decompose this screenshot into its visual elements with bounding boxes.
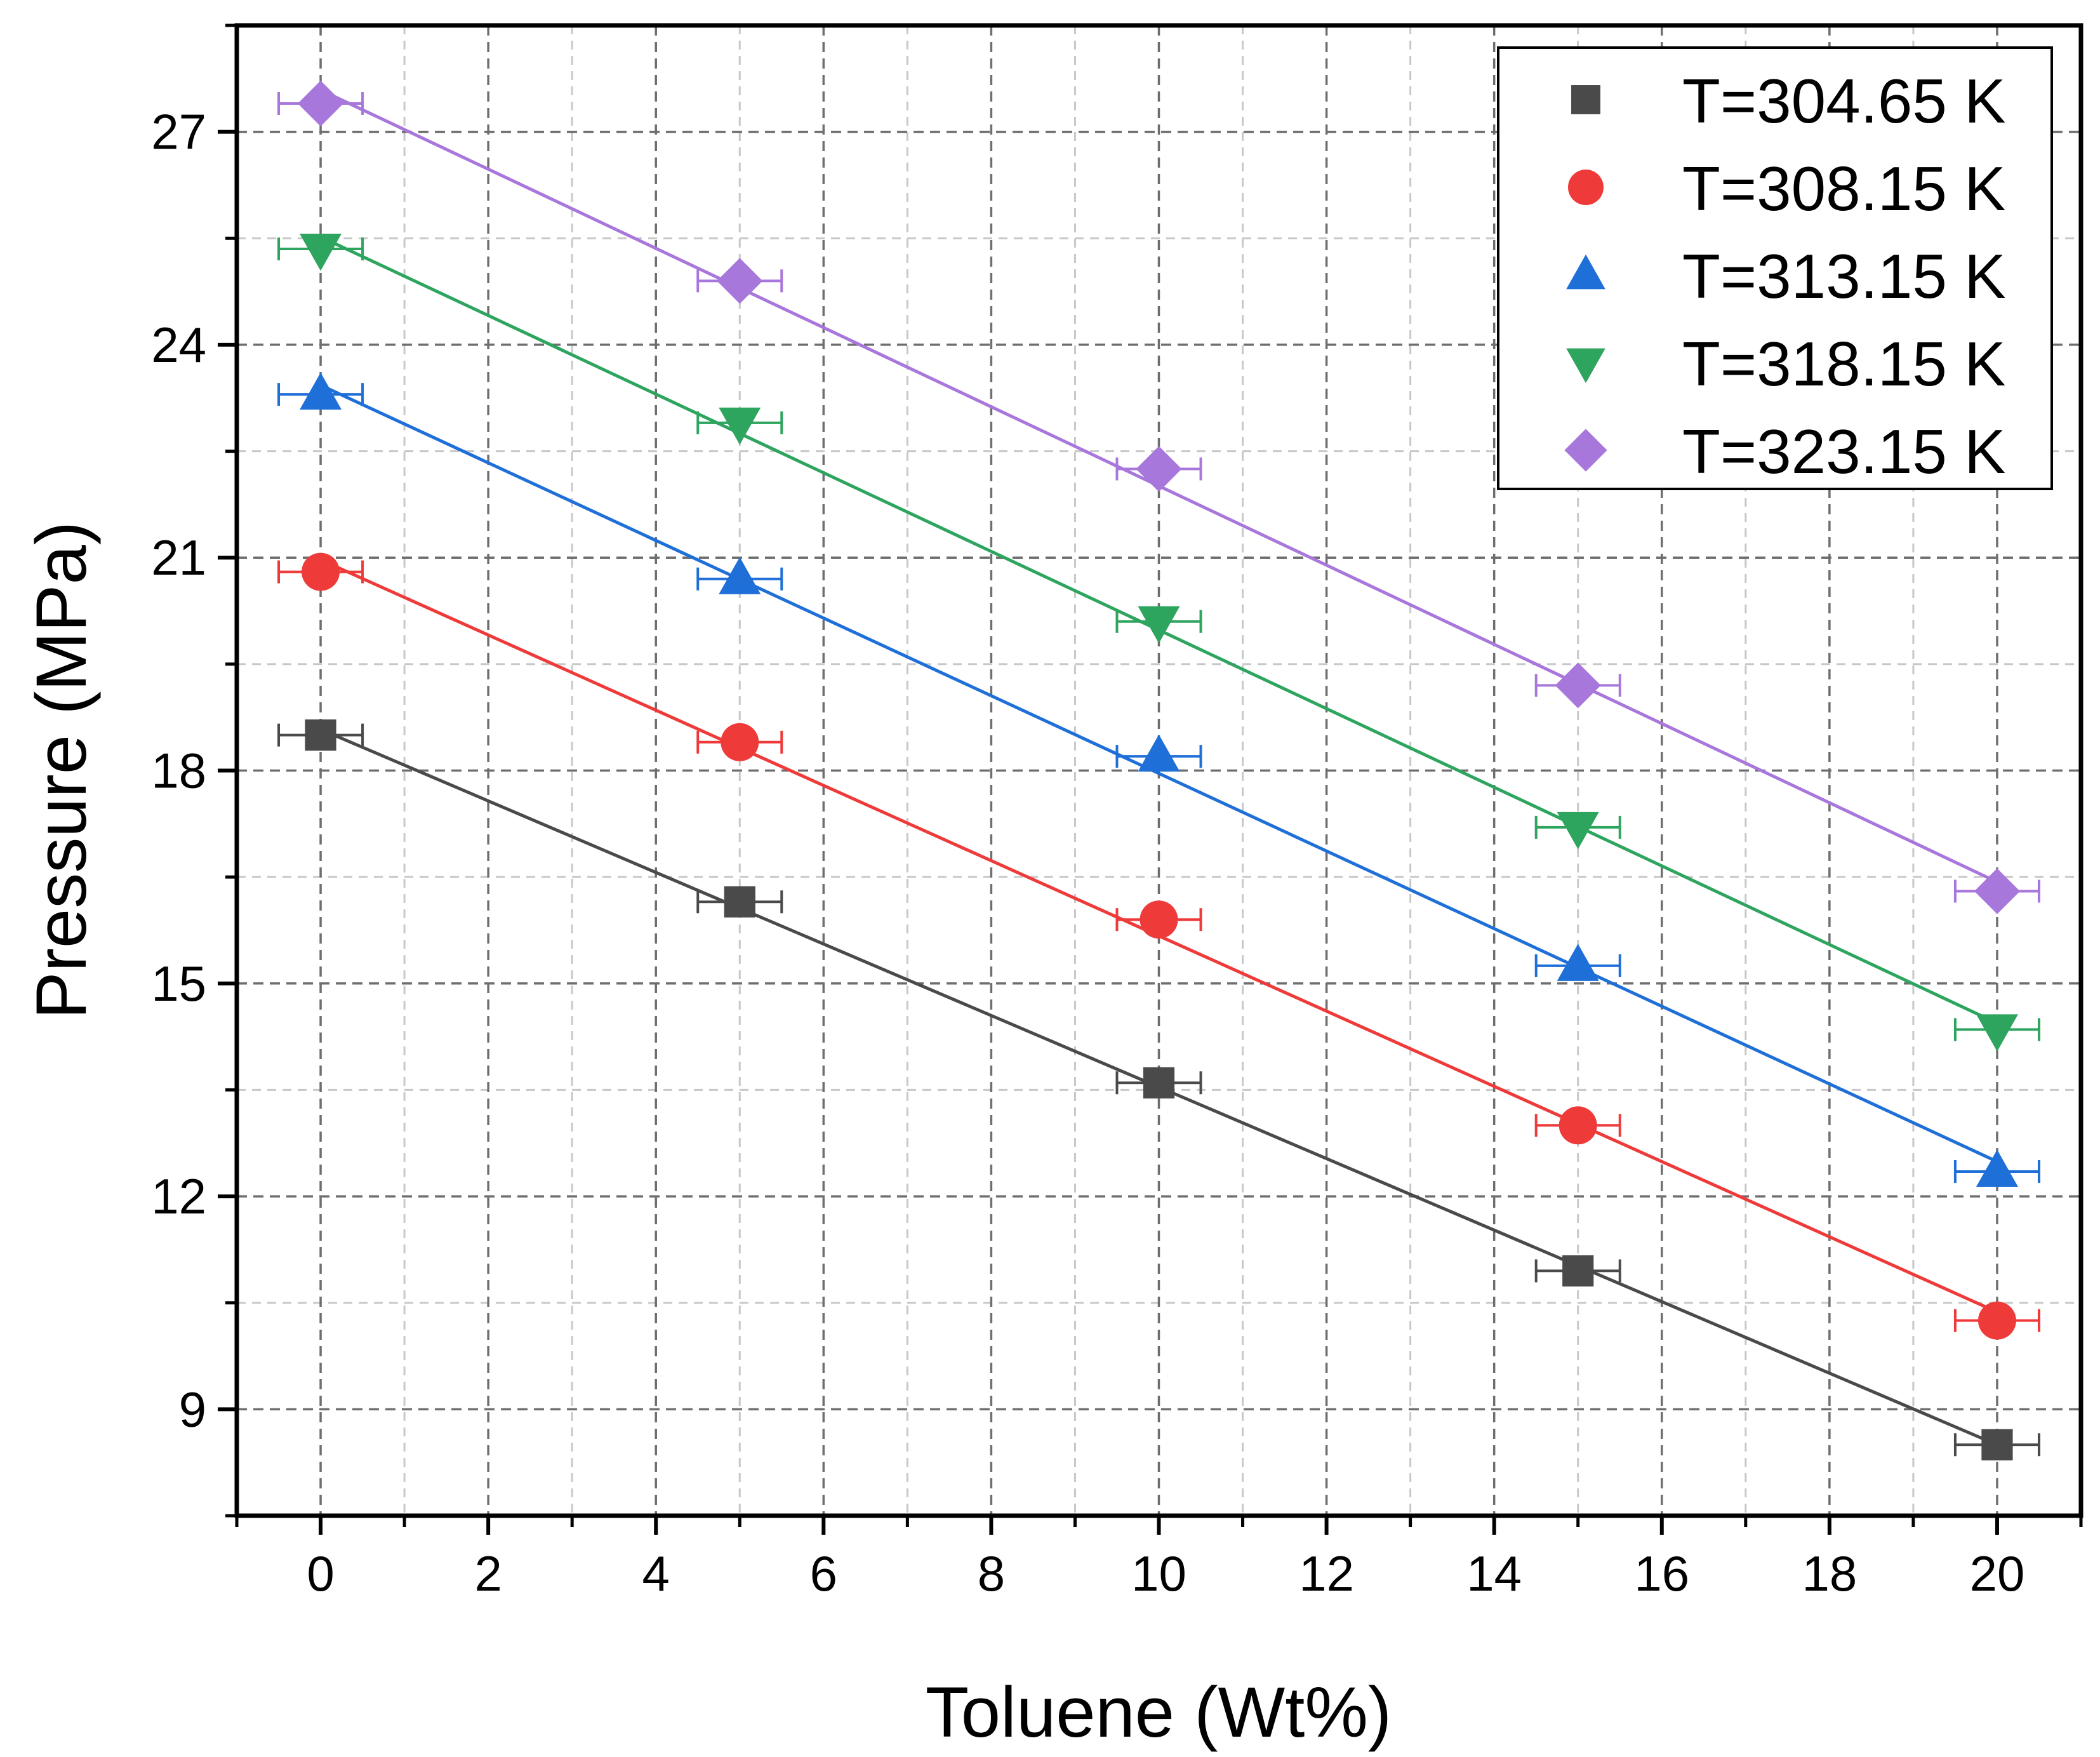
- data-point: [1976, 1149, 2018, 1187]
- y-tick-label: 15: [151, 956, 206, 1012]
- x-tick-label: 4: [642, 1546, 670, 1601]
- x-tick-label: 16: [1634, 1546, 1689, 1601]
- data-point: [1977, 1301, 2016, 1340]
- x-tick-label: 10: [1131, 1546, 1186, 1601]
- legend-label: T=323.15 K: [1682, 417, 2005, 486]
- x-tick-label: 14: [1466, 1546, 1522, 1601]
- y-tick-label: 9: [179, 1381, 206, 1437]
- y-tick-label: 24: [151, 317, 206, 373]
- data-point: [719, 557, 761, 594]
- x-tick-label: 0: [307, 1546, 334, 1601]
- data-point: [1143, 1067, 1175, 1099]
- data-point: [721, 723, 759, 761]
- data-point: [724, 886, 755, 918]
- y-tick-label: 27: [151, 104, 206, 160]
- fit-line: [319, 384, 1998, 1163]
- data-point: [1140, 900, 1178, 939]
- legend-label: T=304.65 K: [1682, 66, 2005, 136]
- legend-marker: [1564, 429, 1607, 472]
- data-point: [1138, 606, 1180, 644]
- legend-marker: [1568, 170, 1604, 205]
- x-tick-label: 20: [1970, 1546, 2025, 1601]
- data-point: [1976, 1014, 2018, 1052]
- legend-marker: [1566, 348, 1605, 384]
- legend-label: T=308.15 K: [1682, 154, 2005, 224]
- x-axis-title: Toluene (Wt%): [926, 1673, 1392, 1752]
- data-point: [1557, 812, 1599, 850]
- y-axis-title: Pressure (MPa): [22, 521, 101, 1019]
- data-point: [300, 372, 342, 410]
- x-tick-label: 12: [1299, 1546, 1354, 1601]
- legend-marker: [1566, 254, 1605, 290]
- data-point: [305, 719, 336, 751]
- y-tick-label: 21: [151, 530, 206, 585]
- data-point: [1974, 868, 2020, 914]
- data-point: [1555, 662, 1601, 709]
- y-tick-label: 18: [151, 743, 206, 799]
- data-markers: [298, 80, 2020, 1460]
- legend-label: T=318.15 K: [1682, 329, 2005, 399]
- data-point: [1558, 1106, 1597, 1145]
- data-point: [298, 80, 344, 126]
- data-point: [1138, 734, 1180, 772]
- data-point: [302, 552, 340, 591]
- data-point: [1557, 944, 1599, 981]
- y-tick-label: 12: [151, 1168, 206, 1224]
- data-point: [717, 258, 763, 304]
- x-tick-label: 6: [810, 1546, 837, 1601]
- data-point: [719, 407, 761, 445]
- legend-label: T=313.15 K: [1682, 241, 2005, 311]
- data-point: [1136, 446, 1182, 492]
- x-tick-label: 18: [1802, 1546, 1857, 1601]
- x-tick-label: 2: [474, 1546, 502, 1601]
- data-point: [1562, 1255, 1594, 1287]
- x-tick-label: 8: [978, 1546, 1005, 1601]
- legend-marker: [1571, 85, 1600, 114]
- data-point: [300, 234, 342, 271]
- data-point: [1981, 1429, 2013, 1460]
- legend: T=304.65 K T=308.15 K T=313.15 K T=318.15 K…: [1497, 46, 2053, 490]
- axis-ticks: [218, 23, 2083, 1535]
